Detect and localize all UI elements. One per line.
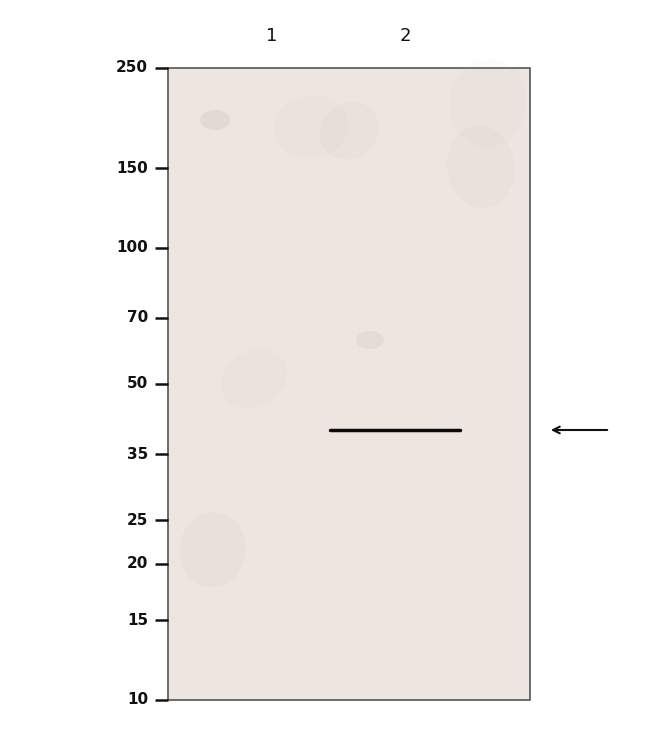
Ellipse shape (221, 349, 287, 408)
Text: 70: 70 (127, 310, 148, 326)
Ellipse shape (356, 331, 384, 349)
Text: 20: 20 (127, 556, 148, 572)
Text: 25: 25 (127, 512, 148, 528)
Text: 150: 150 (116, 161, 148, 176)
Text: 100: 100 (116, 240, 148, 255)
Ellipse shape (320, 102, 379, 160)
Text: 35: 35 (127, 447, 148, 462)
Ellipse shape (200, 110, 230, 130)
Text: 2: 2 (399, 27, 411, 45)
Text: 250: 250 (116, 61, 148, 75)
Ellipse shape (273, 95, 348, 159)
Ellipse shape (179, 512, 246, 587)
Text: 15: 15 (127, 613, 148, 628)
Bar (168, 68, 530, 700)
Ellipse shape (449, 59, 526, 146)
Text: 1: 1 (266, 27, 278, 45)
Ellipse shape (447, 126, 515, 208)
Text: 10: 10 (127, 692, 148, 708)
Text: 50: 50 (127, 376, 148, 392)
